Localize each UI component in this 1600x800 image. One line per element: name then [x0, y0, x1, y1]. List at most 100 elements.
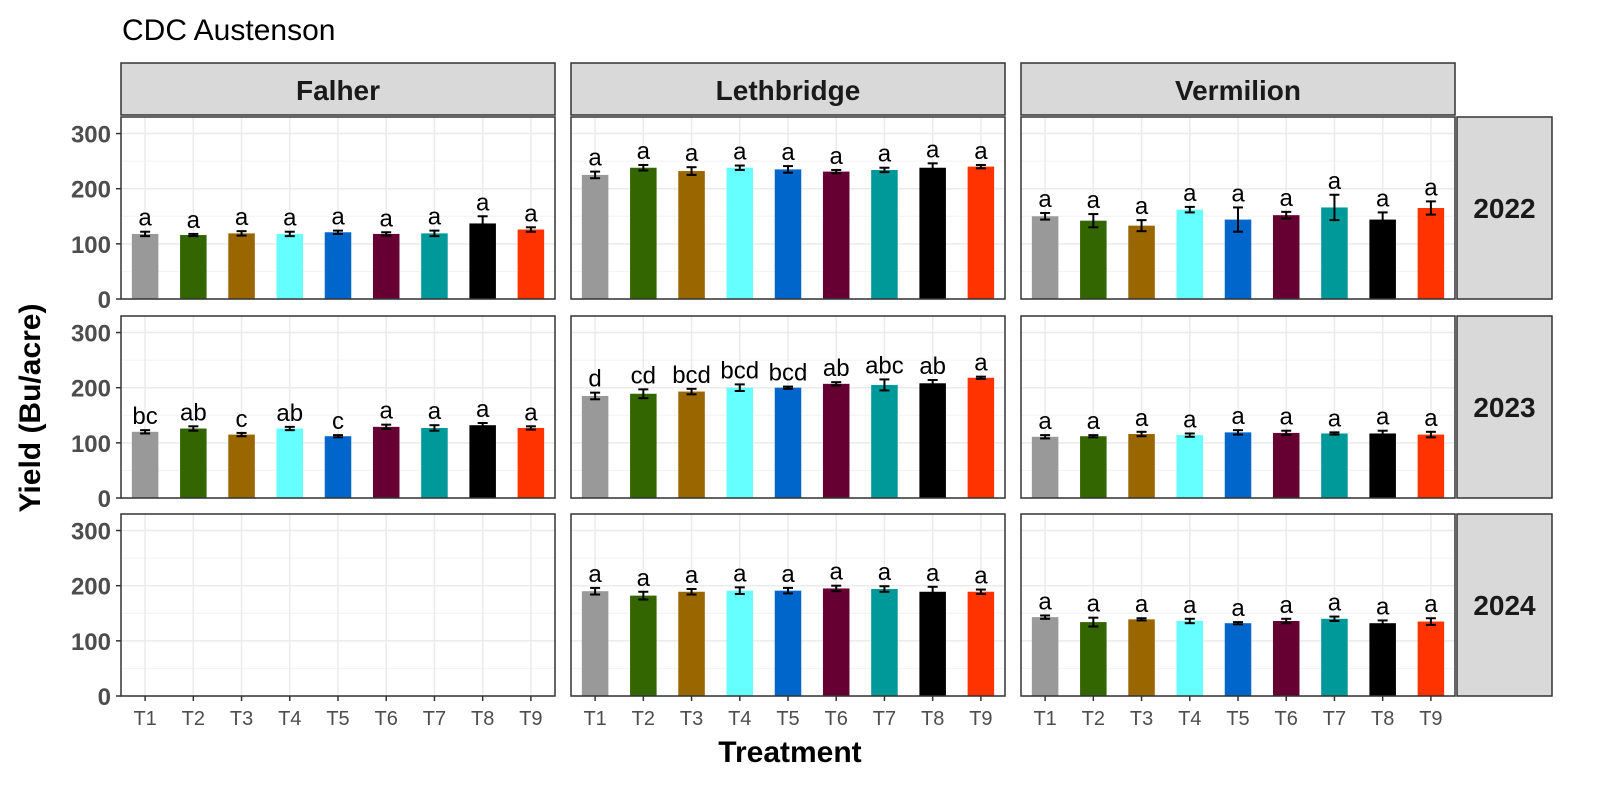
y-tick-label: 0	[98, 287, 111, 314]
bar-lethbridge-2023-t6	[822, 383, 850, 498]
significance-letter: bcd	[720, 357, 759, 384]
panel-border-lethbridge-2022	[570, 116, 1006, 300]
panel-border-vermilion-2022	[1020, 116, 1456, 300]
x-tick-label: T7	[423, 708, 446, 730]
bar-lethbridge-2023-t7	[871, 384, 898, 498]
bar-lethbridge-2023-t3	[678, 391, 705, 498]
x-tick-label: T6	[825, 708, 848, 730]
facet-label-2023: 2023	[1473, 392, 1535, 423]
bar-vermilion-2023-t7	[1321, 433, 1348, 498]
significance-letter: a	[283, 205, 297, 232]
significance-letter: bcd	[672, 362, 711, 389]
panel-border-falher-2022	[120, 116, 556, 300]
significance-letter: a	[733, 560, 747, 587]
x-tick-label: T6	[375, 708, 398, 730]
x-tick-label: T1	[133, 708, 156, 730]
bar-vermilion-2024-t6	[1272, 620, 1300, 696]
bar-vermilion-2024-t5	[1224, 623, 1252, 696]
significance-letter: a	[1328, 590, 1342, 617]
facet-strip-2023	[1456, 315, 1553, 499]
facet-label-2022: 2022	[1473, 193, 1535, 224]
significance-letter: a	[1038, 588, 1052, 615]
bar-falher-2022-t1	[131, 233, 159, 299]
bar-lethbridge-2024-t1	[581, 591, 609, 696]
bar-falher-2023-t7	[421, 427, 448, 498]
bar-lethbridge-2024-t6	[822, 588, 850, 696]
y-tick-label: 200	[71, 574, 111, 601]
bar-falher-2023-t3	[228, 434, 255, 498]
significance-letter: a	[781, 139, 795, 166]
significance-letter: a	[524, 399, 538, 426]
significance-letter: a	[1280, 404, 1294, 431]
y-tick-label: 100	[71, 629, 111, 656]
significance-letter: a	[1087, 187, 1101, 214]
facet-strip-2022	[1456, 116, 1553, 300]
significance-letter: a	[1328, 405, 1342, 432]
significance-letter: c	[236, 406, 248, 433]
panel-border-vermilion-2023	[1020, 315, 1456, 499]
significance-letter: a	[878, 559, 892, 586]
panel-border-lethbridge-2023	[570, 315, 1006, 499]
significance-letter: a	[637, 138, 651, 165]
bar-vermilion-2024-t3	[1128, 619, 1155, 696]
bar-lethbridge-2022-t2	[630, 167, 657, 299]
bar-lethbridge-2024-t7	[871, 589, 898, 696]
x-tick-label: T1	[1033, 708, 1056, 730]
significance-letter: a	[733, 139, 747, 166]
y-axis-label: Yield (Bu/acre)	[14, 304, 47, 513]
bar-lethbridge-2022-t7	[871, 169, 898, 299]
significance-letter: a	[926, 136, 940, 163]
significance-letter: a	[1376, 185, 1390, 212]
bar-vermilion-2023-t4	[1176, 435, 1204, 498]
significance-letter: a	[380, 398, 394, 425]
x-tick-label: T3	[230, 708, 253, 730]
bar-lethbridge-2024-t5	[774, 590, 802, 696]
bar-vermilion-2022-t4	[1176, 209, 1204, 299]
significance-letter: a	[1038, 186, 1052, 213]
significance-letter: a	[588, 145, 602, 172]
significance-letter: a	[1231, 403, 1245, 430]
significance-letter: a	[1376, 593, 1390, 620]
facet-strip-vermilion	[1020, 62, 1456, 116]
x-tick-label: T4	[278, 708, 301, 730]
bar-vermilion-2024-t8	[1369, 623, 1396, 696]
x-tick-label: T5	[776, 708, 799, 730]
bar-vermilion-2023-t3	[1128, 434, 1155, 498]
bar-lethbridge-2023-t4	[726, 387, 754, 498]
x-axis-label: Treatment	[718, 736, 861, 769]
panel-border-falher-2023	[120, 315, 556, 499]
x-tick-label: T6	[1275, 708, 1298, 730]
panels-layer: Falher Lethbridge Vermilion 2022 2023 2024 a a a…	[71, 62, 1553, 730]
bar-falher-2022-t8	[469, 223, 496, 299]
bar-lethbridge-2022-t6	[822, 171, 850, 299]
significance-letter: ab	[180, 399, 207, 426]
significance-letter: a	[1280, 592, 1294, 619]
x-tick-label: T9	[969, 708, 992, 730]
y-tick-label: 300	[71, 321, 111, 348]
bar-vermilion-2022-t2	[1080, 220, 1107, 299]
significance-letter: a	[830, 559, 844, 586]
bar-falher-2023-t6	[372, 426, 400, 498]
significance-letter: a	[926, 560, 940, 587]
significance-letter: a	[1183, 406, 1197, 433]
bar-vermilion-2023-t6	[1272, 432, 1300, 498]
significance-letter: a	[974, 563, 988, 590]
bar-lethbridge-2022-t8	[919, 167, 946, 299]
bar-vermilion-2022-t6	[1272, 215, 1300, 299]
chart-title: CDC Austenson	[122, 14, 335, 47]
bar-lethbridge-2022-t9	[967, 166, 995, 299]
significance-letter: a	[781, 561, 795, 588]
bar-vermilion-2022-t5	[1224, 219, 1252, 299]
bar-vermilion-2024-t4	[1176, 620, 1204, 696]
bar-vermilion-2022-t7	[1321, 207, 1348, 299]
x-tick-label: T7	[1323, 708, 1346, 730]
bar-falher-2023-t5	[324, 436, 352, 498]
bar-lethbridge-2024-t3	[678, 591, 705, 696]
bar-falher-2022-t4	[276, 233, 304, 299]
bar-falher-2022-t7	[421, 233, 448, 299]
significance-letter: a	[1424, 591, 1438, 618]
bar-lethbridge-2023-t1	[581, 395, 609, 498]
bar-lethbridge-2022-t1	[581, 174, 609, 299]
bar-vermilion-2024-t7	[1321, 618, 1348, 696]
